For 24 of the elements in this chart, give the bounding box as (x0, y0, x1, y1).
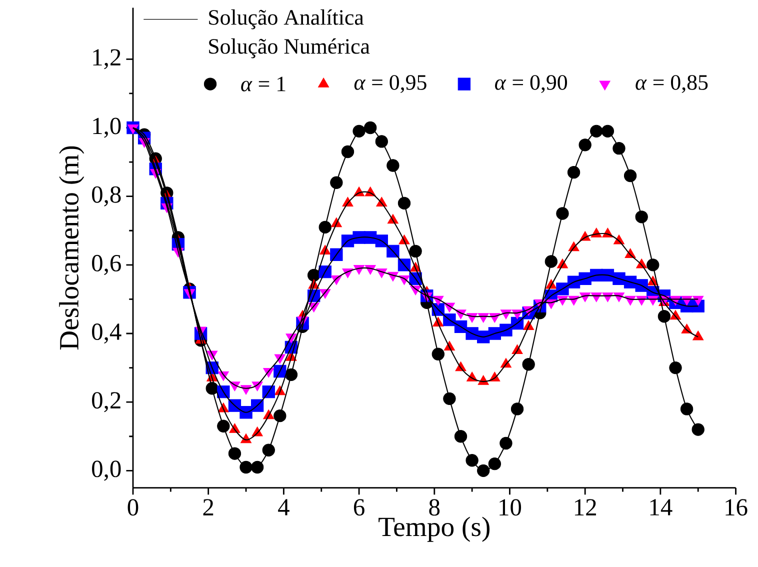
y-tick-label: 1,0 (93, 118, 121, 138)
y-tick-label: 0,8 (92, 186, 121, 206)
x-tick-label: 4 (278, 499, 290, 516)
y-tick-label: 0,2 (92, 392, 120, 412)
x-tick-label: 10 (500, 499, 522, 516)
y-axis-title: Deslocamento (m) (59, 146, 84, 350)
x-tick-label: 2 (203, 499, 214, 516)
x-tick-label: 16 (726, 499, 748, 516)
legend-label: α = 1 (241, 76, 286, 92)
y-tick-label: 1,2 (93, 49, 120, 70)
x-tick-label: 8 (429, 499, 440, 516)
legend-label: α = 0,90 (495, 75, 568, 93)
x-tick-label: 14 (650, 499, 672, 516)
legend-label: Solução Analítica (209, 9, 364, 30)
legend-label: α = 0,85 (636, 75, 708, 93)
y-tick-label: 0,0 (92, 460, 121, 481)
y-tick-label: 0,6 (92, 254, 121, 275)
x-axis-title: Tempo (s) (378, 516, 490, 542)
x-tick-label: 6 (354, 499, 364, 516)
x-tick-label: 12 (574, 499, 596, 516)
x-tick-label: 0 (128, 499, 138, 516)
legend-title: Solução Numérica (209, 38, 370, 58)
y-tick-label: 0,4 (92, 323, 122, 344)
legend-label: α = 0,95 (354, 75, 426, 93)
